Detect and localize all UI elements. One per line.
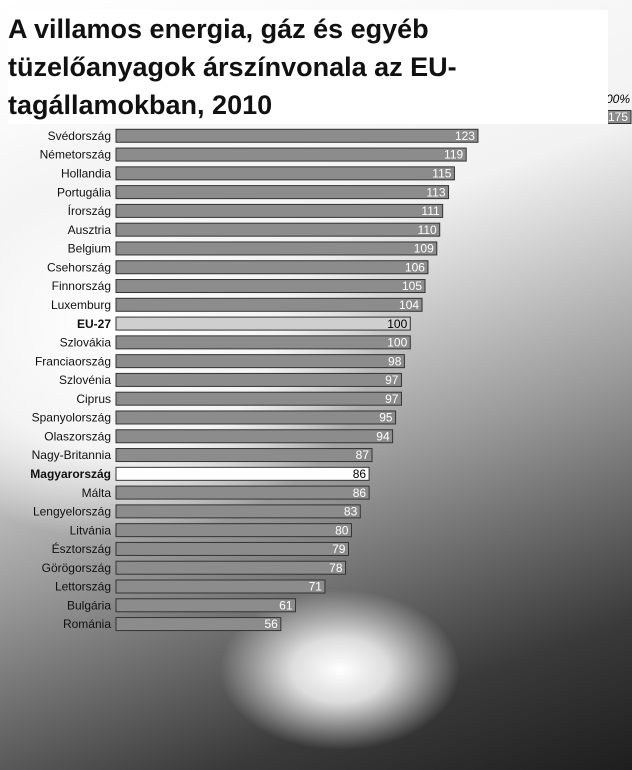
value-label: 86 [353, 486, 367, 500]
bar [115, 560, 347, 575]
value-label: 97 [385, 392, 399, 406]
category-label: EU-27 [77, 317, 111, 331]
category-label: Csehország [47, 260, 111, 274]
category-label: Litvánia [70, 523, 112, 537]
category-label: Görögország [42, 561, 111, 575]
category-label: Németország [40, 148, 111, 162]
category-label: Luxemburg [51, 298, 111, 312]
category-label: Franciaország [35, 354, 111, 368]
value-label: 79 [332, 542, 346, 556]
value-label: 111 [421, 204, 440, 218]
value-label: 87 [356, 448, 370, 462]
bar [115, 504, 361, 519]
value-label: 105 [402, 279, 422, 293]
bar [115, 297, 423, 312]
category-label: Írország [68, 203, 111, 218]
category-label: Portugália [57, 185, 111, 199]
category-label: Lettország [55, 580, 111, 594]
value-label: 80 [335, 523, 349, 537]
category-label: Spanyolország [32, 411, 111, 425]
value-label: 83 [344, 505, 358, 519]
bar [115, 166, 455, 181]
bar [115, 316, 411, 331]
value-label: 94 [376, 429, 390, 443]
bar [115, 466, 370, 481]
bar [115, 147, 467, 162]
category-label: Olaszország [44, 429, 111, 443]
category-label: Szlovénia [59, 373, 111, 387]
bar [115, 241, 438, 256]
category-label: Észtország [52, 541, 111, 556]
bar [115, 598, 297, 613]
bar [115, 335, 411, 350]
bar [115, 222, 441, 237]
value-label: 71 [309, 580, 323, 594]
bar [115, 523, 352, 538]
category-label: Ciprus [76, 392, 111, 406]
bar [115, 579, 326, 594]
value-label: 78 [329, 561, 343, 575]
bar [115, 372, 402, 387]
value-label: 61 [279, 598, 293, 612]
bar [115, 203, 444, 218]
value-label: 95 [379, 411, 393, 425]
value-label: 104 [399, 298, 419, 312]
value-label: 56 [264, 617, 278, 631]
bar [115, 485, 370, 500]
category-label: Románia [63, 617, 111, 631]
value-label: 98 [388, 354, 402, 368]
value-label: 97 [385, 373, 399, 387]
bar [115, 429, 394, 444]
bar [115, 128, 479, 143]
value-label: 86 [353, 467, 367, 481]
category-label: Hollandia [61, 167, 111, 181]
bar [115, 410, 397, 425]
bar [115, 391, 402, 406]
value-label: 109 [414, 242, 434, 256]
value-label: 100 [387, 336, 407, 350]
category-label: Nagy-Britannia [32, 448, 112, 462]
bar [115, 279, 426, 294]
chart-title: A villamos energia, gáz és egyéb tüzelőa… [8, 10, 608, 124]
category-label: Svédország [48, 129, 111, 143]
value-label: 123 [455, 129, 475, 143]
category-label: Ausztria [68, 223, 112, 237]
value-label: 119 [444, 148, 463, 162]
category-label: Lengyelország [33, 505, 111, 519]
value-label: 110 [418, 223, 437, 237]
value-label: 113 [426, 185, 445, 199]
value-label: 175 [608, 110, 628, 124]
bar [115, 260, 429, 275]
category-label: Málta [82, 486, 112, 500]
value-label: 100 [387, 317, 407, 331]
bar [115, 354, 405, 369]
value-label: 106 [405, 260, 425, 274]
bar [115, 448, 373, 463]
bar [115, 185, 450, 200]
category-label: Magyarország [30, 467, 111, 481]
category-label: Finnország [52, 279, 111, 293]
bar [115, 541, 349, 556]
category-label: Belgium [68, 242, 111, 256]
bar [115, 617, 282, 632]
category-label: Bulgária [67, 598, 111, 612]
category-label: Szlovákia [60, 336, 112, 350]
value-label: 115 [432, 167, 451, 181]
